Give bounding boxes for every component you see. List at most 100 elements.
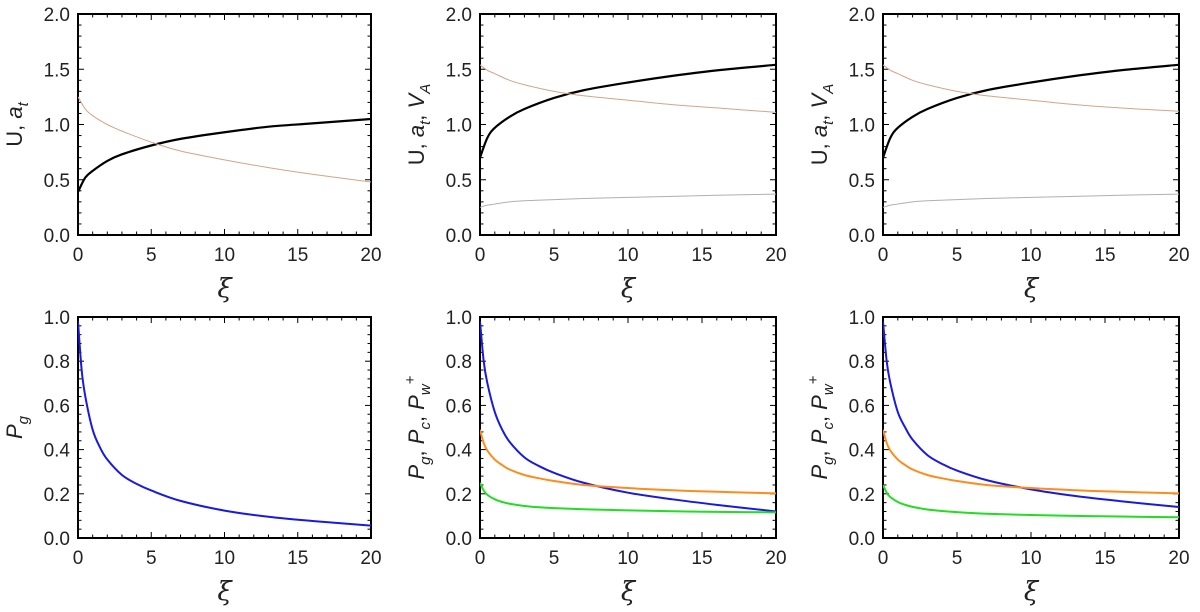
x-tick-label: 5	[146, 245, 157, 266]
y-tick-label: 1.0	[446, 308, 472, 329]
y-tick-label: 1.5	[44, 60, 70, 81]
y-tick-label: 0.2	[446, 485, 472, 506]
y-tick-label: 0.0	[446, 529, 472, 550]
y-axis-label: Pg	[2, 415, 32, 439]
y-tick-label: 0.0	[446, 226, 472, 247]
chart-panel-4: 0 5 10 15 20 0.0 0.2 0.4 0.6 0.8 1.0 ξ Pg	[2, 308, 382, 607]
x-tick-label: 10	[1020, 245, 1041, 266]
plot-frame	[882, 13, 1180, 236]
y-tick-label: 0.0	[44, 529, 70, 550]
series-line-1	[480, 63, 776, 159]
x-tick-label: 15	[1094, 245, 1115, 266]
series-line-1	[78, 321, 371, 527]
y-tick-label: 2.0	[44, 5, 70, 26]
x-axis-label: ξ	[217, 274, 233, 304]
y-tick-label: 2.0	[849, 5, 875, 26]
y-tick-label: 0.2	[44, 485, 70, 506]
chart-panel-6: 0 5 10 15 20 0.0 0.2 0.4 0.6 0.8 1.0 ξ Pg, Pc, Pw+	[805, 308, 1190, 607]
y-tick-label: 1.0	[849, 116, 875, 137]
y-tick-label: 0.5	[849, 171, 875, 192]
x-tick-label: 0	[878, 548, 889, 569]
y-tick-label: 0.0	[849, 529, 875, 550]
plot-frame	[882, 316, 1180, 539]
x-axis-label: ξ	[621, 577, 637, 607]
y-tick-label: 0.8	[44, 352, 70, 373]
x-tick-label: 5	[549, 548, 560, 569]
x-tick-label: 10	[617, 548, 638, 569]
x-tick-label: 10	[617, 245, 638, 266]
x-tick-label: 15	[691, 245, 712, 266]
x-tick-label: 0	[73, 245, 84, 266]
y-tick-label: 0.4	[849, 441, 876, 462]
y-tick-label: 0.0	[849, 226, 875, 247]
series-line-1	[78, 117, 371, 193]
y-tick-label: 2.0	[446, 5, 472, 26]
series-line-1	[883, 63, 1179, 159]
x-tick-label: 5	[952, 548, 963, 569]
x-tick-label: 5	[146, 548, 157, 569]
x-tick-label: 0	[475, 245, 486, 266]
chart-panel-5: 0 5 10 15 20 0.0 0.2 0.4 0.6 0.8 1.0 ξ Pg, Pc, Pw+	[402, 308, 787, 607]
x-axis-label: ξ	[1024, 274, 1040, 304]
x-tick-label: 0	[475, 548, 486, 569]
y-axis-label: U, at, VA	[807, 84, 837, 165]
chart-panel-1: 0 5 10 15 20 0.0 0.5 1.0 1.5 2.0 ξ U, at	[2, 5, 382, 304]
plot-frame	[479, 316, 777, 539]
x-tick-label: 15	[287, 548, 308, 569]
y-tick-label: 1.0	[44, 308, 70, 329]
x-tick-label: 15	[287, 245, 308, 266]
series-line-2	[883, 64, 1179, 112]
series-line-2	[480, 64, 776, 113]
x-tick-label: 10	[214, 245, 235, 266]
x-axis-label: ξ	[217, 577, 233, 607]
series-line-1	[480, 321, 776, 513]
series-line-3	[883, 484, 1179, 519]
y-tick-label: 0.2	[849, 485, 875, 506]
x-axis-label: ξ	[1024, 577, 1040, 607]
x-tick-label: 0	[878, 245, 889, 266]
plot-frame	[479, 13, 777, 236]
y-tick-label: 0.6	[44, 396, 70, 417]
y-tick-label: 0.4	[44, 441, 71, 462]
x-tick-label: 10	[214, 548, 235, 569]
y-tick-label: 0.6	[849, 396, 875, 417]
x-tick-label: 15	[1094, 548, 1115, 569]
y-tick-label: 1.5	[849, 60, 875, 81]
x-tick-label: 5	[952, 245, 963, 266]
x-tick-label: 5	[549, 245, 560, 266]
y-tick-label: 0.6	[446, 396, 472, 417]
plot-frame	[77, 13, 372, 236]
y-axis-label: U, at, VA	[404, 84, 434, 165]
y-axis-label: U, at	[2, 101, 32, 146]
series-line-2	[78, 96, 371, 183]
x-tick-label: 20	[1168, 548, 1189, 569]
y-axis-label: Pg, Pc, Pw+	[805, 375, 837, 479]
chart-panel-2: 0 5 10 15 20 0.0 0.5 1.0 1.5 2.0 ξ U, at, VA	[404, 5, 787, 304]
x-tick-label: 20	[1168, 245, 1189, 266]
y-tick-label: 1.5	[446, 60, 472, 81]
y-axis-label: Pg, Pc, Pw+	[402, 375, 434, 479]
series-line-2	[883, 429, 1179, 495]
x-tick-label: 15	[691, 548, 712, 569]
y-tick-label: 1.0	[446, 116, 472, 137]
series-line-2	[480, 429, 776, 495]
x-tick-label: 0	[73, 548, 84, 569]
chart-panel-3: 0 5 10 15 20 0.0 0.5 1.0 1.5 2.0 ξ U, at, VA	[807, 5, 1190, 304]
x-tick-label: 20	[765, 245, 786, 266]
y-tick-label: 0.5	[44, 171, 70, 192]
y-tick-label: 1.0	[44, 116, 70, 137]
x-tick-label: 20	[360, 245, 381, 266]
plot-frame	[77, 316, 372, 539]
series-line-3	[883, 193, 1179, 208]
y-tick-label: 0.8	[849, 352, 875, 373]
x-tick-label: 20	[765, 548, 786, 569]
y-tick-label: 0.8	[446, 352, 472, 373]
series-line-3	[480, 482, 776, 514]
y-tick-label: 0.5	[446, 171, 472, 192]
series-line-3	[480, 193, 776, 208]
y-tick-label: 0.0	[44, 226, 70, 247]
x-tick-label: 20	[360, 548, 381, 569]
y-tick-label: 0.4	[446, 441, 473, 462]
series-line-1	[883, 321, 1179, 509]
